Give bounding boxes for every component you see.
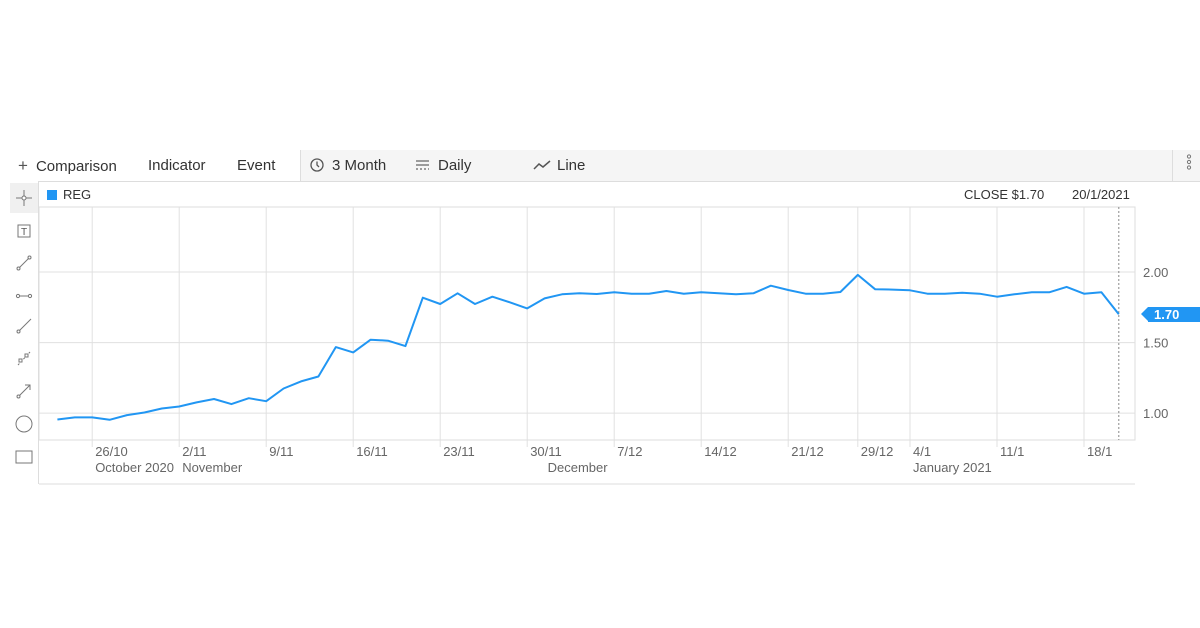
x-tick-label: 7/12 <box>617 444 642 459</box>
x-tick-label: 11/1 <box>1000 444 1024 459</box>
legend-symbol: REG <box>63 187 92 202</box>
plot-area-border <box>38 206 1136 441</box>
close-price: CLOSE $1.70 <box>964 187 1045 202</box>
circle-icon <box>15 415 33 433</box>
interval-button[interactable]: Daily <box>415 150 471 181</box>
channel-icon <box>17 351 31 366</box>
x-tick-label: 21/12 <box>791 444 824 459</box>
text-tool[interactable]: T <box>10 216 38 246</box>
y-tick-label: 2.00 <box>1143 265 1168 280</box>
toolbar-divider <box>1172 150 1173 181</box>
horizontal-line-icon <box>15 293 33 299</box>
toolbar-left-group <box>10 150 300 181</box>
comparison-label: Comparison <box>35 158 117 175</box>
ray-tool[interactable] <box>10 311 38 341</box>
line-segment-tool[interactable] <box>10 248 38 278</box>
chart-type-button[interactable]: Line <box>533 150 585 181</box>
rectangle-tool[interactable] <box>10 442 38 472</box>
indicator-button[interactable]: Indicator <box>148 157 206 174</box>
plus-icon: + <box>18 156 28 175</box>
interval-label: Daily <box>438 157 472 174</box>
x-tick-label: 26/10 <box>95 444 128 459</box>
x-tick-label: 30/11 <box>530 444 562 459</box>
comparison-button[interactable]: + Comparison <box>18 150 117 181</box>
drawing-tools-sidebar: T <box>10 181 39 484</box>
series-legend: REG <box>47 187 91 202</box>
toolbar-divider <box>300 150 301 181</box>
line-chart-icon <box>533 160 551 170</box>
arrow-icon <box>16 384 31 399</box>
clock-icon <box>310 158 324 172</box>
month-label: November <box>182 460 243 475</box>
y-tick-label: 1.50 <box>1143 336 1168 351</box>
svg-text:T: T <box>21 227 27 238</box>
arrow-tool[interactable] <box>10 376 38 406</box>
x-tick-label: 2/11 <box>182 444 206 459</box>
month-label: October 2020 <box>95 460 174 475</box>
crosshair-icon <box>16 190 32 206</box>
ray-icon <box>16 318 32 334</box>
kebab-menu-icon <box>1186 154 1192 170</box>
horizontal-line-tool[interactable] <box>10 281 38 311</box>
chart-type-label: Line <box>557 157 586 174</box>
chart-toolbar: + Comparison Indicator Event 3 Month Dail… <box>10 150 1200 182</box>
x-tick-label: 14/12 <box>704 444 737 459</box>
x-tick-label: 18/1 <box>1087 444 1112 459</box>
x-tick-label: 16/11 <box>356 444 388 459</box>
range-button[interactable]: 3 Month <box>310 150 386 181</box>
y-tick-label: 1.00 <box>1143 406 1168 421</box>
x-tick-label: 9/11 <box>269 444 293 459</box>
range-label: 3 Month <box>332 157 387 174</box>
crosshair-tool[interactable] <box>10 183 38 213</box>
month-label: January 2021 <box>913 460 992 475</box>
x-tick-label: 4/1 <box>913 444 931 459</box>
more-options-button[interactable] <box>1182 150 1196 181</box>
line-segment-icon <box>16 255 32 271</box>
rectangle-icon <box>15 450 33 464</box>
last-price-tag: 1.70 <box>1141 306 1200 322</box>
circle-tool[interactable] <box>10 409 38 439</box>
interval-icon <box>416 160 429 170</box>
legend-swatch <box>47 190 57 200</box>
channel-tool[interactable] <box>10 343 38 373</box>
series-line-reg <box>57 273 1120 421</box>
event-button[interactable]: Event <box>237 157 276 174</box>
x-tick-label: 29/12 <box>861 444 894 459</box>
text-box-icon: T <box>17 224 31 238</box>
month-label: December <box>548 460 609 475</box>
current-date: 20/1/2021 <box>1072 187 1130 202</box>
x-tick-label: 23/11 <box>443 444 475 459</box>
